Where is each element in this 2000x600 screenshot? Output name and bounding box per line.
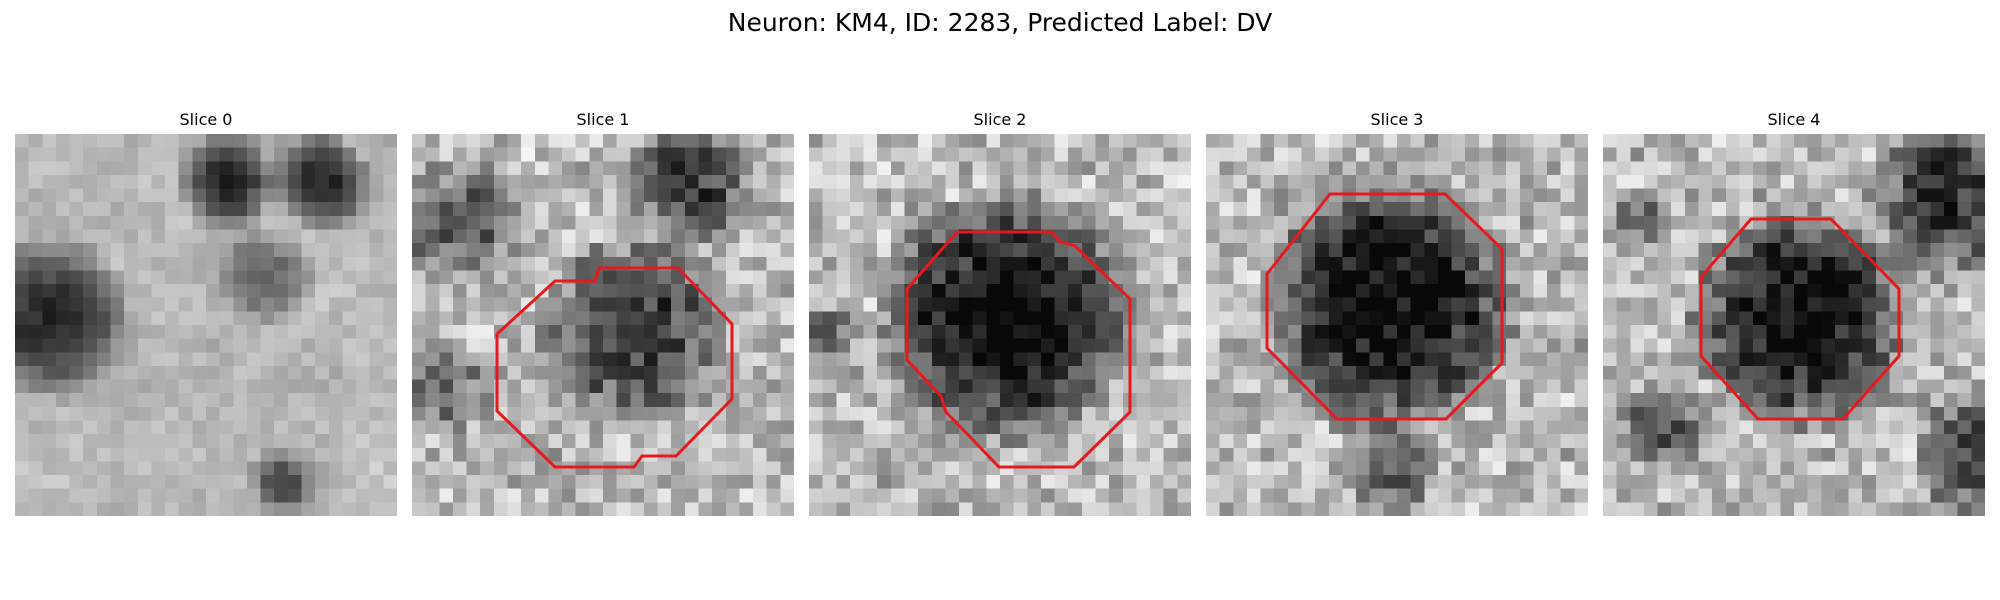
slice-image: [412, 134, 794, 516]
roi-contour: [1699, 217, 1901, 421]
roi-overlay: [1265, 192, 1504, 421]
roi-contour: [905, 230, 1132, 469]
slice-title: Slice 1: [576, 110, 630, 129]
slice-panel-0: Slice 0: [15, 110, 397, 516]
roi-overlay: [1699, 217, 1901, 421]
slice-panel-2: Slice 2: [809, 110, 1191, 516]
slice-panel-3: Slice 3: [1206, 110, 1588, 516]
roi-overlay: [15, 134, 397, 516]
slice-image: [1206, 134, 1588, 516]
roi-contour: [1265, 192, 1504, 421]
slice-title: Slice 4: [1767, 110, 1821, 129]
roi-overlay: [495, 266, 734, 469]
slice-title: Slice 3: [1370, 110, 1424, 129]
roi-contour: [495, 266, 734, 469]
slice-image: [1603, 134, 1985, 516]
slice-panel-4: Slice 4: [1603, 110, 1985, 516]
slice-image: [809, 134, 1191, 516]
slice-title: Slice 0: [179, 110, 233, 129]
slice-panel-1: Slice 1: [412, 110, 794, 516]
roi-overlay: [905, 230, 1132, 469]
figure-title: Neuron: KM4, ID: 2283, Predicted Label: …: [727, 8, 1273, 37]
slice-image: [15, 134, 397, 516]
slice-title: Slice 2: [973, 110, 1027, 129]
